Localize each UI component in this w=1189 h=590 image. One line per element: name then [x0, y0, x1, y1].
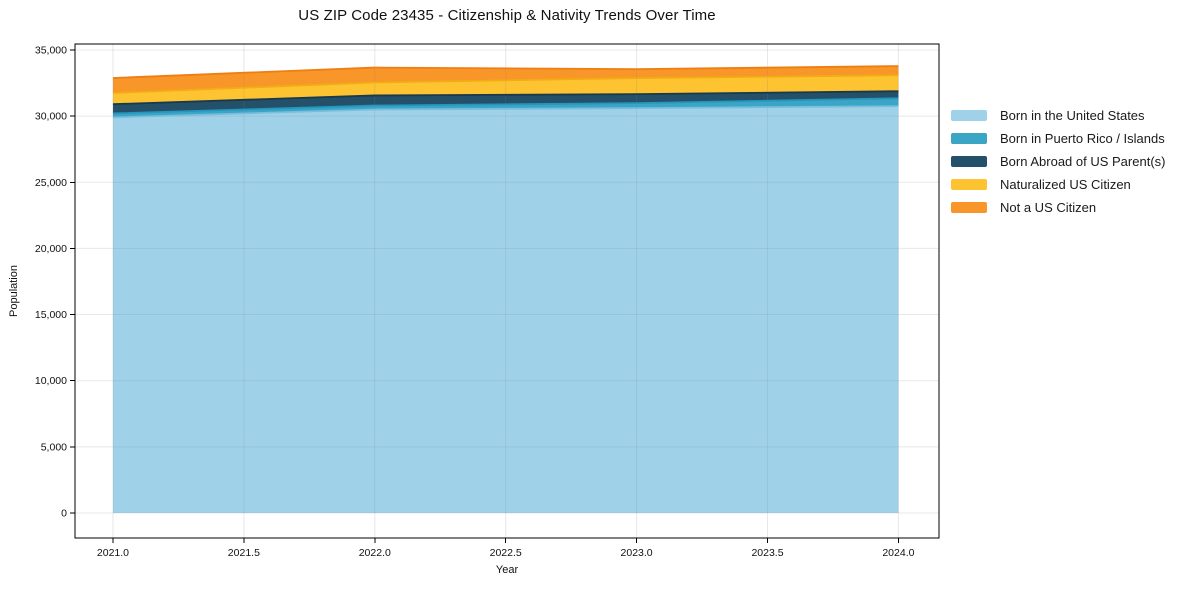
area-edge-line-4: [112, 65, 899, 79]
chart-title: US ZIP Code 23435 - Citizenship & Nativi…: [298, 7, 716, 24]
legend-label: Born in the United States: [1000, 108, 1145, 123]
legend-item: Born Abroad of US Parent(s): [951, 150, 1165, 173]
x-tick-label: 2022.5: [490, 547, 522, 559]
legend: Born in the United States Born in Puerto…: [951, 104, 1165, 219]
legend-swatch-icon: [951, 202, 987, 213]
area-series-1: [112, 98, 899, 118]
plot-border: [74, 43, 940, 539]
x-tick-label: 2021.5: [228, 547, 260, 559]
legend-item: Born in the United States: [951, 104, 1165, 127]
legend-label: Naturalized US Citizen: [1000, 177, 1131, 192]
area-edge-line-2: [112, 90, 899, 106]
legend-label: Born Abroad of US Parent(s): [1000, 154, 1166, 169]
y-tick-label: 0: [61, 507, 67, 519]
x-tick-label: 2022.0: [359, 547, 391, 559]
legend-item: Born in Puerto Rico / Islands: [951, 127, 1165, 150]
y-axis-label: Population: [8, 265, 20, 317]
y-tick-label: 10,000: [35, 375, 67, 387]
area-edge-line-3: [112, 74, 899, 94]
legend-swatch-icon: [951, 110, 987, 121]
y-tick-label: 15,000: [35, 309, 67, 321]
x-tick-label: 2024.0: [882, 547, 914, 559]
legend-item: Not a US Citizen: [951, 196, 1165, 219]
legend-swatch-icon: [951, 133, 987, 144]
y-tick-label: 20,000: [35, 243, 67, 255]
legend-swatch-icon: [951, 179, 987, 190]
area-edge-line-0: [112, 105, 899, 119]
y-tick-label: 5,000: [41, 441, 67, 453]
area-edge-line-1: [112, 97, 899, 115]
y-tick-label: 30,000: [35, 111, 67, 123]
x-axis-label: Year: [495, 564, 519, 576]
legend-item: Naturalized US Citizen: [951, 173, 1165, 196]
y-tick-label: 25,000: [35, 177, 67, 189]
x-tick-label: 2023.5: [751, 547, 783, 559]
legend-swatch-icon: [951, 156, 987, 167]
y-tick-label: 35,000: [35, 44, 67, 56]
area-series-2: [112, 91, 899, 114]
x-tick-label: 2021.0: [97, 547, 129, 559]
x-tick-label: 2023.0: [621, 547, 653, 559]
legend-label: Born in Puerto Rico / Islands: [1000, 131, 1165, 146]
area-series-0: [112, 106, 899, 514]
legend-label: Not a US Citizen: [1000, 200, 1097, 215]
